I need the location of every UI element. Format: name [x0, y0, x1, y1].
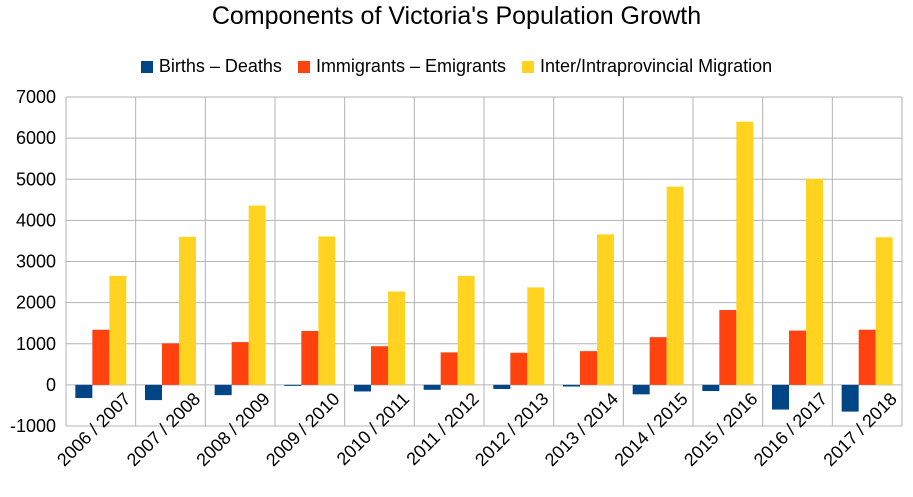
legend-label-immigrants-emigrants: Immigrants – Emigrants	[315, 56, 506, 76]
bar-migration	[806, 178, 823, 385]
y-tick-label: -1000	[10, 416, 56, 436]
x-tick-label: 2008 / 2009	[192, 389, 273, 470]
bar-immigrants-emigrants	[371, 346, 388, 385]
bar-births-deaths	[772, 384, 789, 410]
y-tick-label: 6000	[16, 128, 56, 148]
bar-immigrants-emigrants	[92, 329, 110, 385]
y-tick-label: 1000	[16, 334, 56, 354]
legend-swatch-births-deaths	[140, 60, 153, 73]
bar-migration	[109, 275, 127, 385]
bar-migration	[179, 236, 196, 385]
bar-immigrants-emigrants	[580, 351, 597, 385]
y-tick-label: 2000	[16, 293, 56, 313]
y-tick-label: 7000	[16, 87, 56, 107]
bar-immigrants-emigrants	[162, 343, 179, 385]
bar-migration	[736, 121, 754, 385]
bar-births-deaths	[563, 384, 580, 387]
y-tick-label: 5000	[16, 169, 56, 189]
legend-label-births-deaths: Births – Deaths	[158, 56, 282, 76]
y-tick-label: 0	[46, 375, 56, 395]
legend-item-immigrants-emigrants: Immigrants – Emigrants	[297, 56, 506, 77]
x-tick-label: 2014 / 2015	[610, 389, 691, 470]
bar-births-deaths	[423, 384, 441, 390]
bar-births-deaths	[354, 384, 371, 392]
bar-births-deaths	[702, 384, 720, 392]
x-tick-label: 2006 / 2007	[53, 389, 134, 470]
bar-migration	[457, 275, 475, 385]
bar-births-deaths	[214, 384, 232, 396]
bar-migration	[666, 186, 684, 385]
legend-item-migration: Inter/Intraprovincial Migration	[522, 56, 772, 77]
chart-title: Components of Victoria's Population Grow…	[211, 2, 702, 30]
y-tick-label: 4000	[16, 210, 56, 230]
legend-swatch-immigrants-emigrants	[297, 60, 310, 73]
x-tick-label: 2017 / 2018	[819, 389, 900, 470]
bar-migration	[388, 291, 405, 385]
y-tick-label: 3000	[16, 252, 56, 272]
bar-migration	[597, 234, 614, 385]
x-tick-label: 2007 / 2008	[123, 389, 204, 470]
bar-immigrants-emigrants	[301, 331, 319, 385]
bar-migration	[318, 236, 336, 385]
x-tick-label: 2016 / 2017	[750, 389, 831, 470]
bar-births-deaths	[632, 384, 650, 395]
bar-births-deaths	[493, 384, 511, 389]
x-tick-label: 2009 / 2010	[262, 389, 343, 470]
bar-immigrants-emigrants	[510, 352, 528, 385]
legend-label-migration: Inter/Intraprovincial Migration	[540, 56, 773, 76]
x-tick-label: 2015 / 2016	[680, 389, 761, 470]
bar-migration	[248, 205, 266, 385]
legend: Births – Deaths Immigrants – Emigrants I…	[0, 56, 913, 77]
x-tick-label: 2013 / 2014	[541, 389, 622, 470]
bar-immigrants-emigrants	[858, 329, 876, 385]
bar-births-deaths	[841, 384, 859, 412]
bar-immigrants-emigrants	[649, 337, 667, 385]
bar-migration	[875, 237, 893, 385]
x-tick-label: 2012 / 2013	[471, 389, 552, 470]
bar-immigrants-emigrants	[231, 342, 249, 385]
bar-immigrants-emigrants	[719, 310, 737, 385]
legend-swatch-migration	[522, 60, 534, 73]
bar-immigrants-emigrants	[440, 352, 458, 385]
bar-births-deaths	[75, 384, 93, 399]
bar-migration	[527, 287, 545, 385]
bar-births-deaths	[145, 384, 162, 401]
bar-births-deaths	[284, 384, 302, 386]
bar-immigrants-emigrants	[789, 330, 806, 385]
legend-item-births-deaths: Births – Deaths	[140, 56, 282, 77]
